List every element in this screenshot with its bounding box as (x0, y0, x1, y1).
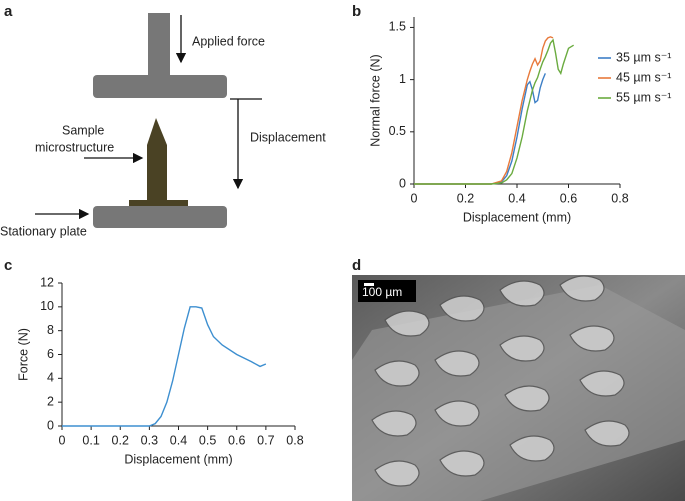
x-tick-label: 0.4 (508, 191, 525, 205)
panel-label: c (4, 257, 12, 274)
series-line (414, 73, 546, 185)
x-tick-label: 0.2 (112, 433, 129, 447)
base (129, 200, 188, 207)
y-tick-label: 0.5 (389, 124, 406, 138)
label: microstructure (35, 140, 114, 154)
y-tick-label: 12 (40, 275, 54, 289)
scale-bar-label: 100 µm (362, 285, 402, 299)
panel-label: d (352, 257, 361, 274)
plate (93, 206, 227, 228)
x-tick-label: 0.8 (611, 191, 628, 205)
x-tick-label: 0.4 (170, 433, 187, 447)
y-axis-label: Normal force (N) (368, 54, 382, 146)
legend-label: 35 µm s⁻¹ (616, 50, 671, 64)
y-tick-label: 2 (47, 394, 54, 408)
x-tick-label: 0.2 (457, 191, 474, 205)
y-tick-label: 4 (47, 371, 54, 385)
scale-bar (364, 283, 374, 286)
panel-label: a (4, 3, 13, 20)
x-tick-label: 0.5 (199, 433, 216, 447)
plunger-stem (148, 13, 170, 79)
series-line (414, 38, 575, 185)
label: Displacement (250, 130, 326, 144)
y-tick-label: 10 (40, 299, 54, 313)
y-tick-label: 8 (47, 323, 54, 337)
y-tick-label: 0 (399, 176, 406, 190)
x-tick-label: 0.7 (257, 433, 274, 447)
panel-label: b (352, 3, 361, 20)
y-axis-label: Force (N) (16, 328, 30, 381)
label: Sample (62, 123, 104, 137)
diagram: Applied force Displacement Sample micros… (0, 13, 326, 238)
series-line (62, 306, 267, 427)
x-tick-label: 0.8 (286, 433, 303, 447)
legend-label: 55 µm s⁻¹ (616, 90, 671, 104)
micrograph: 100 µm (352, 275, 685, 501)
series-line (414, 36, 554, 185)
plunger (93, 75, 227, 98)
label: Applied force (192, 34, 265, 48)
label: Stationary plate (0, 224, 87, 238)
y-tick-label: 1 (399, 72, 406, 86)
x-tick-label: 0 (411, 191, 418, 205)
x-tick-label: 0.3 (141, 433, 158, 447)
y-tick-label: 0 (47, 418, 54, 432)
x-axis-label: Displacement (mm) (124, 452, 232, 466)
x-axis-label: Displacement (mm) (463, 210, 571, 224)
microstructure (147, 118, 167, 200)
x-tick-label: 0 (59, 433, 66, 447)
y-tick-label: 1.5 (389, 20, 406, 34)
x-tick-label: 0.6 (228, 433, 245, 447)
x-tick-label: 0.1 (82, 433, 99, 447)
y-tick-label: 6 (47, 347, 54, 361)
x-tick-label: 0.6 (560, 191, 577, 205)
legend-label: 45 µm s⁻¹ (616, 70, 671, 84)
